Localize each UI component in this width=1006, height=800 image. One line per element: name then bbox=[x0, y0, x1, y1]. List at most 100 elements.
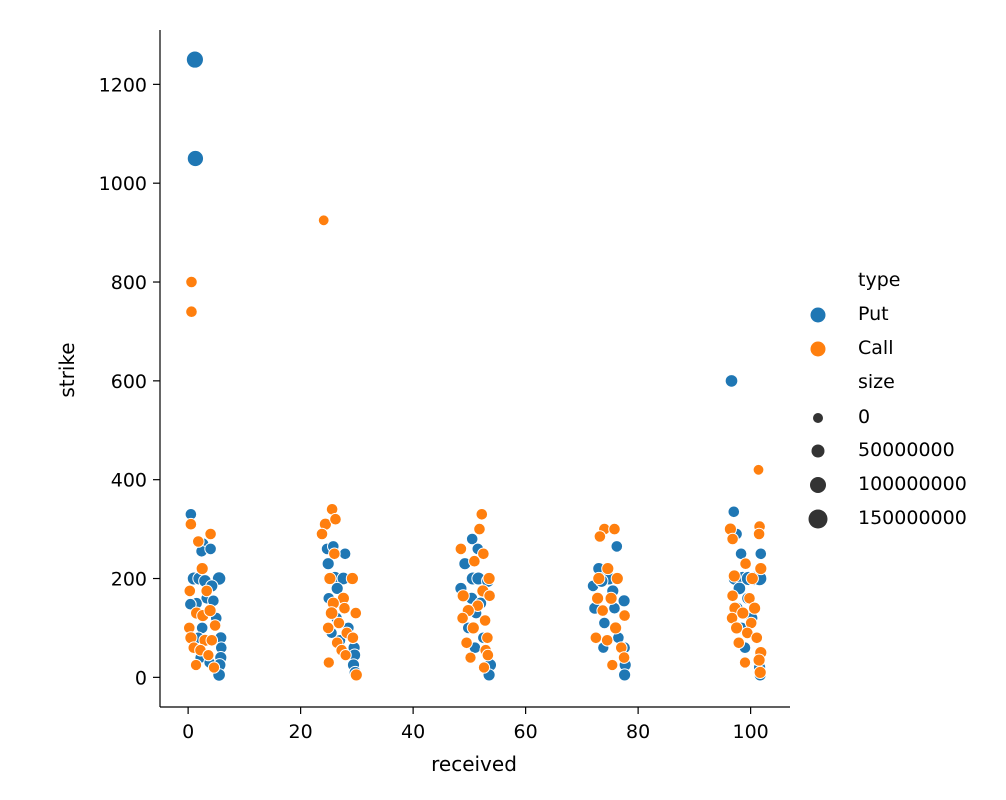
data-point bbox=[321, 621, 335, 635]
data-point bbox=[464, 651, 477, 664]
data-point bbox=[192, 535, 205, 548]
data-point bbox=[468, 554, 481, 568]
legend-marker-call bbox=[810, 341, 826, 357]
data-point bbox=[345, 571, 359, 586]
series-put bbox=[184, 50, 768, 682]
data-point bbox=[202, 648, 215, 662]
y-axis-label: strike bbox=[55, 342, 79, 397]
legend-size-marker-0 bbox=[813, 413, 823, 423]
data-point bbox=[332, 616, 346, 630]
data-point bbox=[738, 656, 752, 669]
x-axis: 0 20 40 60 80 100 bbox=[160, 706, 790, 743]
y-tick-label: 600 bbox=[111, 371, 147, 393]
x-tick-label: 20 bbox=[289, 721, 313, 743]
data-point bbox=[753, 665, 767, 679]
data-point bbox=[189, 658, 203, 672]
data-point bbox=[481, 631, 494, 645]
data-point bbox=[339, 648, 352, 662]
data-point bbox=[610, 540, 624, 553]
legend-size-marker-2 bbox=[810, 477, 826, 493]
legend-size-marker-1 bbox=[811, 444, 825, 458]
y-tick-label: 1000 bbox=[99, 173, 147, 195]
data-point bbox=[754, 562, 768, 576]
data-point bbox=[208, 619, 222, 632]
data-point bbox=[315, 527, 329, 541]
x-tick-label: 60 bbox=[514, 721, 538, 743]
data-point bbox=[736, 606, 750, 620]
data-point bbox=[203, 604, 217, 618]
data-point bbox=[727, 569, 741, 583]
data-point bbox=[183, 584, 197, 598]
y-tick-label: 1200 bbox=[99, 74, 147, 96]
data-point bbox=[324, 606, 339, 620]
data-point bbox=[186, 149, 205, 168]
data-point bbox=[739, 557, 752, 570]
data-point bbox=[185, 50, 204, 69]
data-point bbox=[456, 611, 469, 625]
x-tick-label: 100 bbox=[732, 721, 768, 743]
data-point bbox=[338, 601, 351, 615]
legend-label-put: Put bbox=[858, 303, 889, 325]
y-tick-label: 400 bbox=[111, 470, 147, 492]
y-tick-label: 800 bbox=[111, 272, 147, 294]
data-point bbox=[726, 532, 739, 546]
data-point bbox=[185, 305, 198, 318]
data-point bbox=[184, 597, 197, 611]
series-call bbox=[183, 214, 768, 682]
data-point bbox=[477, 547, 490, 561]
data-point bbox=[617, 594, 631, 608]
data-point bbox=[204, 527, 217, 541]
data-point bbox=[598, 616, 611, 630]
data-point bbox=[618, 668, 632, 682]
data-point bbox=[724, 374, 739, 388]
data-point bbox=[483, 589, 496, 603]
data-point bbox=[589, 631, 603, 645]
data-point bbox=[195, 562, 209, 576]
data-point bbox=[727, 505, 741, 519]
x-axis-label: received bbox=[431, 752, 517, 776]
legend-size-title: size bbox=[858, 371, 895, 393]
data-point bbox=[752, 463, 765, 476]
data-point bbox=[477, 661, 491, 674]
data-point bbox=[481, 648, 495, 662]
data-point bbox=[592, 571, 606, 586]
data-point bbox=[184, 517, 198, 531]
data-point bbox=[465, 532, 479, 546]
data-point bbox=[606, 658, 619, 672]
legend-size-label-0: 0 bbox=[858, 406, 870, 428]
data-point bbox=[329, 512, 342, 526]
data-point bbox=[748, 601, 762, 615]
y-tick-label: 200 bbox=[111, 569, 147, 591]
legend-hue-title: type bbox=[858, 269, 900, 291]
data-point bbox=[732, 636, 746, 650]
data-point bbox=[482, 571, 496, 586]
legend-size-label-2: 100000000 bbox=[858, 473, 967, 495]
data-point bbox=[454, 542, 468, 556]
y-tick-label: 0 bbox=[135, 667, 147, 689]
data-point bbox=[750, 631, 764, 645]
data-point bbox=[593, 530, 607, 543]
data-point bbox=[600, 634, 614, 647]
data-point bbox=[317, 214, 330, 227]
data-point bbox=[596, 604, 609, 617]
plot-area bbox=[183, 50, 768, 682]
data-point bbox=[609, 621, 623, 635]
data-point bbox=[346, 631, 360, 645]
data-point bbox=[207, 661, 221, 674]
data-point bbox=[745, 571, 759, 586]
data-point bbox=[752, 527, 766, 541]
data-point bbox=[185, 275, 198, 289]
data-point bbox=[205, 634, 219, 647]
data-point bbox=[478, 614, 492, 627]
data-point bbox=[610, 571, 624, 586]
data-point bbox=[328, 547, 341, 561]
data-point bbox=[475, 508, 489, 521]
data-point bbox=[338, 547, 352, 561]
data-point bbox=[601, 562, 615, 576]
data-point bbox=[754, 547, 768, 561]
x-tick-label: 80 bbox=[626, 721, 650, 743]
data-point bbox=[349, 606, 363, 620]
data-point bbox=[456, 589, 470, 603]
data-point bbox=[200, 584, 213, 598]
